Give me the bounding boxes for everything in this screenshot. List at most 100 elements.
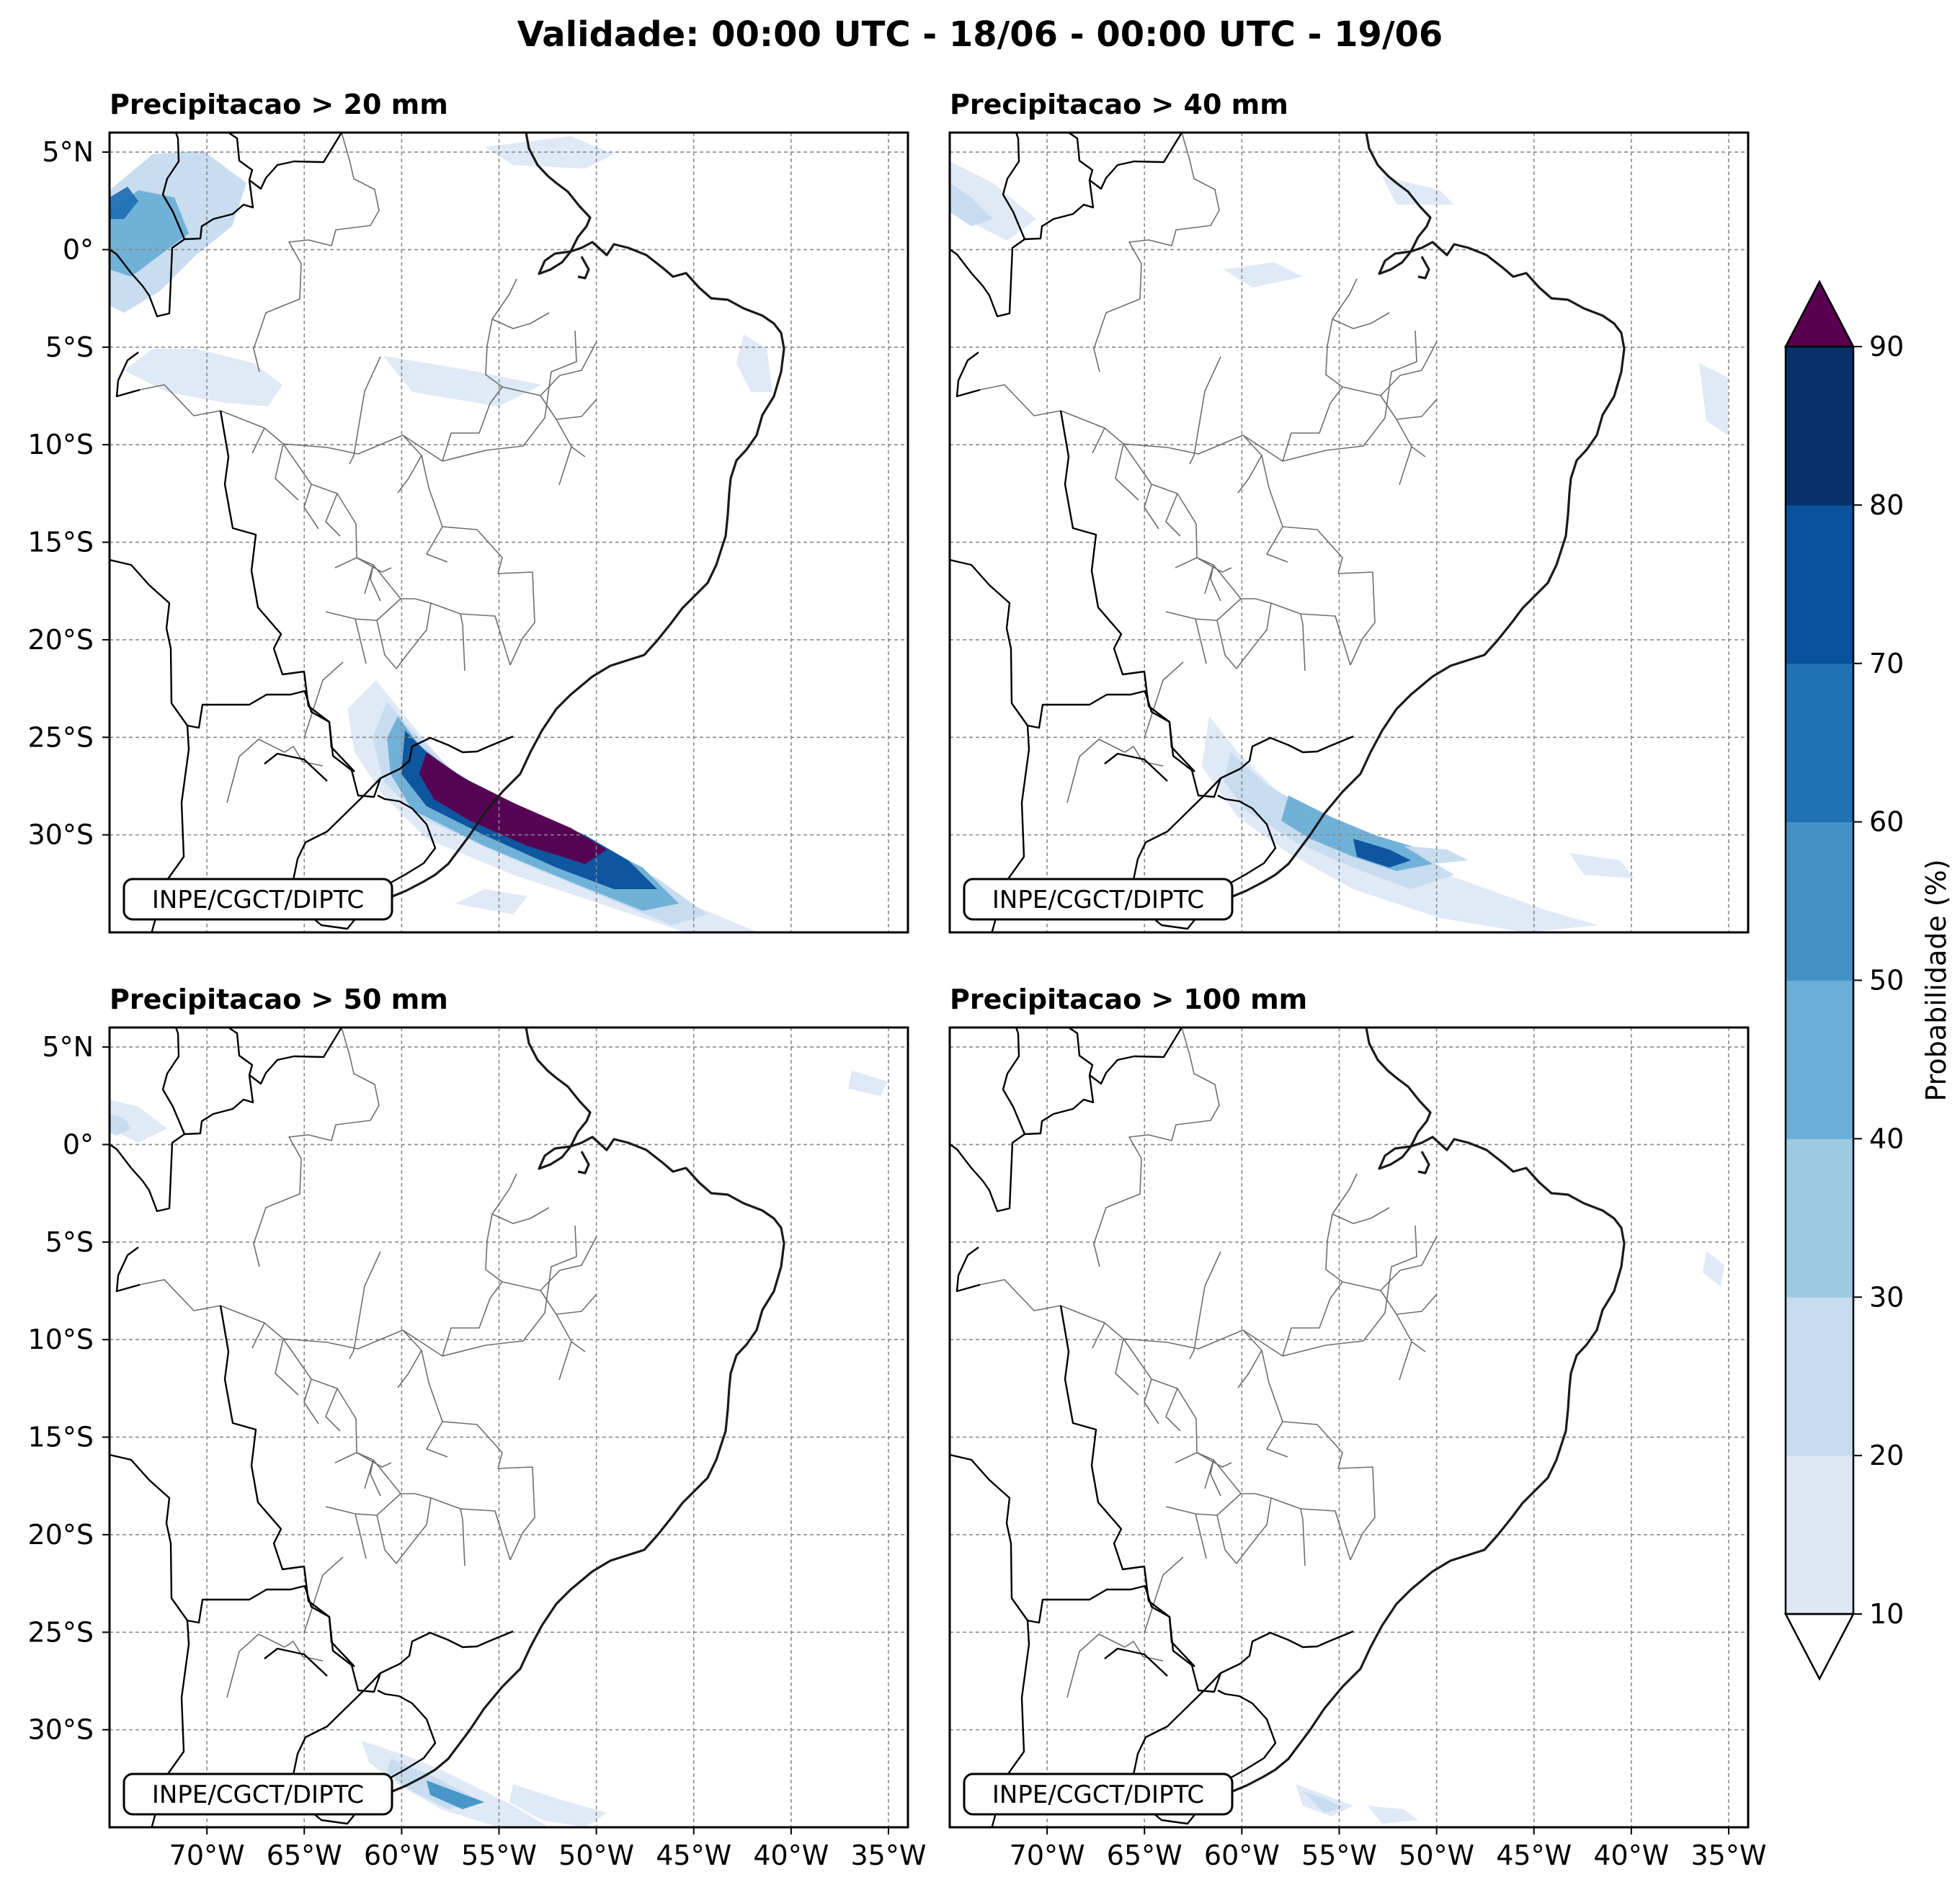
probability-field <box>1353 839 1411 868</box>
map-background <box>950 1027 1748 1827</box>
lon-tick-label: 45°W <box>1496 1840 1572 1871</box>
lon-tick-label: 65°W <box>1107 1840 1182 1871</box>
colorbar-tick-label: 70 <box>1869 648 1904 679</box>
lat-tick-label: 5°N <box>42 1031 94 1063</box>
lon-tick-label: 45°W <box>656 1840 731 1871</box>
colorbar-segment <box>1786 1297 1853 1456</box>
lon-tick-label: 60°W <box>1204 1840 1280 1871</box>
credit-label: INPE/CGCT/DIPTC <box>992 1780 1204 1809</box>
panel-title: Precipitacao > 50 mm <box>110 984 448 1015</box>
panel-frame <box>948 131 1750 934</box>
credit-frame <box>122 1773 393 1816</box>
colorbar-segment <box>1786 347 1853 506</box>
lon-tick-label: 55°W <box>1301 1840 1377 1871</box>
map-background <box>110 1027 908 1827</box>
colorbar-segment <box>1786 980 1853 1139</box>
credit-frame <box>963 1773 1234 1816</box>
lat-tick-label: 0° <box>63 1128 94 1160</box>
lon-tick-label: 70°W <box>1010 1840 1085 1871</box>
lon-tick-label: 70°W <box>169 1840 245 1871</box>
lat-tick-label: 25°S <box>28 721 94 753</box>
colorbar-over-triangle <box>1783 280 1856 348</box>
lon-tick-label: 50°W <box>1399 1840 1474 1871</box>
probability-field <box>1703 1251 1724 1287</box>
lat-tick-label: 10°S <box>28 1324 94 1355</box>
lat-tick-label: 0° <box>63 233 94 265</box>
credit-box: INPE/CGCT/DIPTC <box>122 1773 393 1816</box>
lat-tick-label: 20°S <box>28 1519 94 1551</box>
probability-field <box>419 752 607 864</box>
lat-tick-label: 5°N <box>42 136 94 168</box>
probability-field <box>110 187 138 219</box>
probability-field <box>455 889 527 914</box>
lat-tick-label: 20°S <box>28 624 94 656</box>
lon-tick-label: 50°W <box>558 1840 634 1871</box>
probability-field <box>1303 1791 1342 1813</box>
lat-tick-label: 5°S <box>45 1226 94 1258</box>
probability-field <box>1569 853 1634 878</box>
credit-box: INPE/CGCT/DIPTC <box>963 878 1234 921</box>
map-panel-p40: Precipitacao > 40 mm INPE/CGCT/DIPTC <box>948 89 1750 934</box>
credit-label: INPE/CGCT/DIPTC <box>152 1780 364 1809</box>
probability-field <box>509 1784 607 1827</box>
colorbar-tick-label: 10 <box>1869 1598 1904 1630</box>
colorbar-label: Probabilidade (%) <box>1920 859 1952 1101</box>
panel-title: Precipitacao > 20 mm <box>110 89 448 120</box>
lat-tick-label: 30°S <box>28 819 94 851</box>
colorbar-tick-label: 30 <box>1869 1281 1904 1313</box>
map-background <box>110 133 908 932</box>
lon-tick-label: 35°W <box>1691 1840 1767 1871</box>
credit-label: INPE/CGCT/DIPTC <box>152 886 364 914</box>
colorbar-tick-label: 60 <box>1869 806 1904 838</box>
probability-field <box>1368 1806 1418 1824</box>
probability-field <box>484 136 614 169</box>
probability-field <box>1224 262 1303 287</box>
colorbar-segment <box>1786 821 1853 981</box>
panel-frame <box>108 131 909 934</box>
colorbar-tick-label: 80 <box>1869 489 1904 521</box>
lon-tick-label: 65°W <box>267 1840 342 1871</box>
credit-label: INPE/CGCT/DIPTC <box>992 886 1204 914</box>
probability-field <box>124 349 282 406</box>
probability-field <box>848 1071 888 1096</box>
map-panel-p100: Precipitacao > 100 mm INPE/CGCT/DIPTC 70°W… <box>948 984 1767 1871</box>
probability-field <box>1699 363 1728 435</box>
lon-tick-label: 40°W <box>1593 1840 1669 1871</box>
lat-tick-label: 30°S <box>28 1714 94 1746</box>
figure-title: Validade: 00:00 UTC - 18/06 - 00:00 UTC … <box>517 14 1443 55</box>
credit-frame <box>122 878 393 921</box>
lon-tick-label: 35°W <box>851 1840 927 1871</box>
lon-tick-label: 60°W <box>364 1840 440 1871</box>
probability-field <box>362 1741 549 1827</box>
probability-field <box>950 183 993 226</box>
colorbar: 10 20 30 40 50 60 70 80 90 Probabilidade (%) <box>1783 280 1952 1681</box>
map-area <box>110 1027 908 1827</box>
colorbar-segment <box>1786 663 1853 823</box>
colorbar-under-triangle <box>1783 1613 1856 1681</box>
colorbar-tick-label: 50 <box>1869 965 1904 997</box>
credit-frame <box>963 878 1234 921</box>
map-panel-p50: Precipitacao > 50 mm INPE/CGCT/DIPTC 5°N 0°… <box>28 984 927 1871</box>
panel-frame <box>948 1026 1750 1829</box>
lon-tick-label: 55°W <box>461 1840 537 1871</box>
lat-tick-label: 10°S <box>28 429 94 460</box>
probability-field <box>427 1780 484 1809</box>
panel-frame <box>108 1026 909 1829</box>
lat-tick-label: 25°S <box>28 1616 94 1648</box>
lat-tick-label: 15°S <box>28 1422 94 1453</box>
colorbar-tick-label: 20 <box>1869 1440 1904 1471</box>
lat-tick-label: 15°S <box>28 527 94 558</box>
lat-tick-label: 5°S <box>45 331 94 363</box>
credit-box: INPE/CGCT/DIPTC <box>122 878 393 921</box>
lon-tick-label: 40°W <box>753 1840 829 1871</box>
probability-field <box>736 334 772 392</box>
map-background <box>950 133 1748 932</box>
colorbar-tick-label: 90 <box>1869 331 1904 362</box>
map-panel-p20: Precipitacao > 20 mm INPE/CGCT/DIPTC 5°N 0°… <box>28 89 909 934</box>
map-area <box>950 1027 1748 1827</box>
credit-box: INPE/CGCT/DIPTC <box>963 1773 1234 1816</box>
colorbar-segment <box>1786 1138 1853 1298</box>
probability-field <box>110 1114 131 1136</box>
colorbar-segment <box>1786 504 1853 664</box>
